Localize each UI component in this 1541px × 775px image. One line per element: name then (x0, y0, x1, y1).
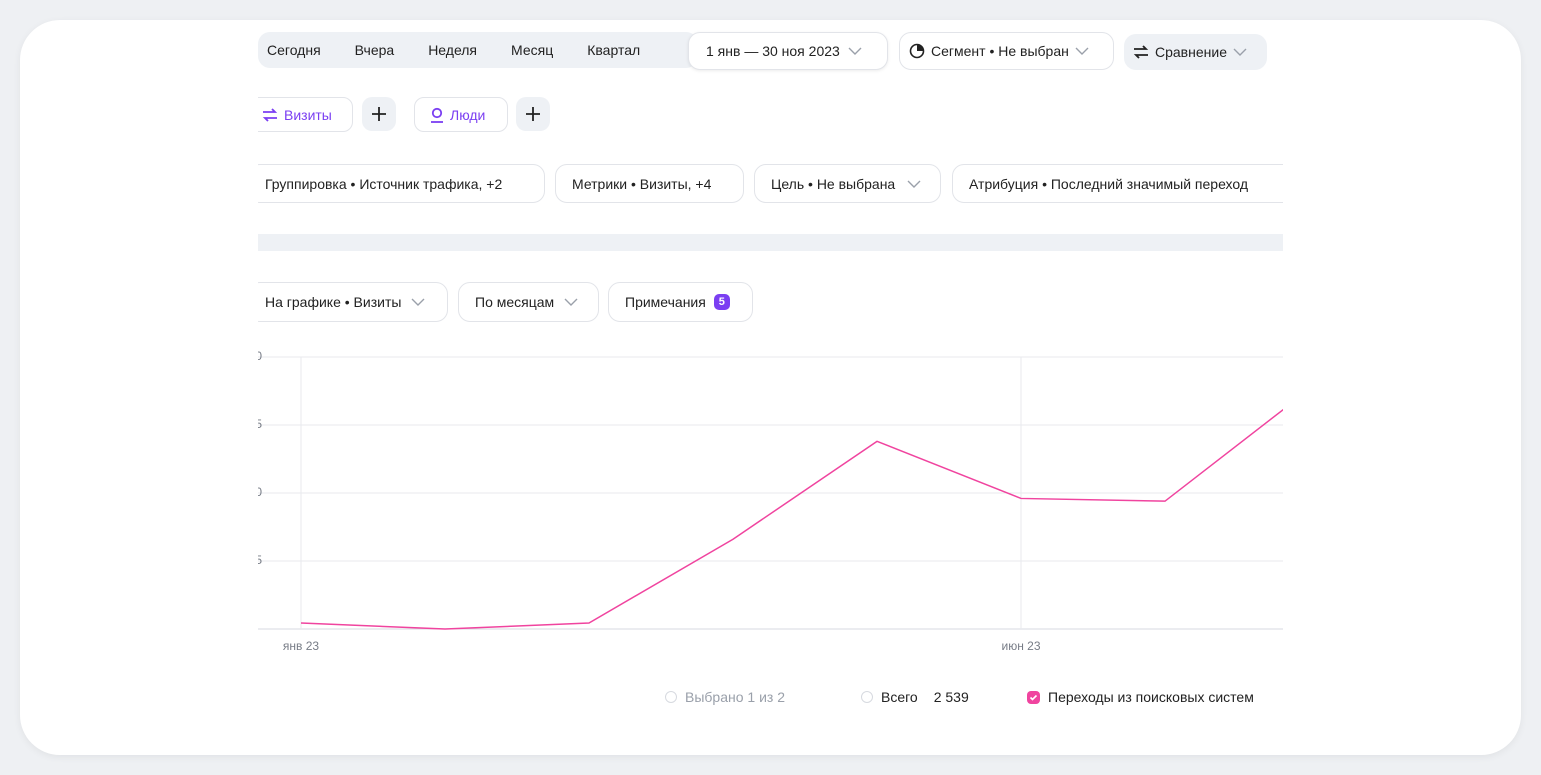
chart-notes-text: Примечания (625, 294, 706, 310)
chart-metric[interactable]: На графике • Визиты (258, 282, 448, 322)
legend-total-text: Всего (881, 689, 918, 705)
x-tick-label: июн 23 (1001, 639, 1040, 653)
chevron (1075, 47, 1089, 55)
period-tab[interactable]: Квартал (587, 42, 641, 58)
chevron (848, 47, 862, 55)
segment-people-text: Люди (450, 106, 486, 123)
chart-period-text: По месяцам (475, 294, 555, 310)
period-tab[interactable]: Месяц (511, 42, 554, 58)
period-tabs: Сегодня Вчера Неделя Месяц Квартал (258, 32, 698, 68)
y-tick-label: 50 (258, 485, 262, 499)
segment-visits[interactable]: Визиты (258, 97, 353, 132)
legend-series-text: Переходы из поисковых систем (1048, 689, 1254, 705)
content: Сегодня Вчера Неделя Месяц Квартал 1 янв… (258, 0, 1283, 775)
chart-notes[interactable]: Примечания 5 (608, 282, 753, 322)
grouping-text: Группировка • Источник трафика, +2 (265, 175, 503, 192)
plus-icon (526, 107, 540, 121)
card (20, 20, 1521, 755)
legend-selected[interactable]: Выбрано 1 из 2 (665, 686, 785, 708)
series-line (300, 408, 1283, 630)
legend-checkbox (1027, 690, 1040, 704)
legend-series[interactable]: Переходы из поисковых систем (1027, 686, 1254, 708)
chevron (1233, 48, 1247, 56)
y-tick-label: 75 (258, 417, 262, 431)
visits-icon (262, 107, 278, 122)
date-range-text: 1 янв — 30 ноя 2023 (706, 43, 840, 59)
metrics-text: Метрики • Визиты, +4 (572, 175, 712, 192)
goal-text: Цель • Не выбрана (771, 175, 896, 192)
y-tick-label: 25 (258, 553, 262, 567)
attribution[interactable]: Атрибуция • Последний значимый переход (952, 164, 1283, 203)
legend-radio (861, 691, 873, 703)
chevron (564, 298, 578, 306)
chevron (907, 180, 921, 188)
legend-radio (665, 691, 677, 703)
legend-total[interactable]: Всего 2 539 (861, 686, 969, 708)
add-button[interactable] (362, 97, 396, 131)
attribution-text: Атрибуция • Последний значимый переход (969, 175, 1249, 192)
period-tab[interactable]: Вчера (354, 42, 395, 58)
period-tab[interactable]: Сегодня (267, 42, 321, 58)
add-button[interactable] (516, 97, 550, 131)
period-tab[interactable]: Неделя (428, 42, 478, 58)
segment-people[interactable]: Люди (414, 97, 508, 132)
x-tick-label: янв 23 (283, 639, 320, 653)
grouping[interactable]: Группировка • Источник трафика, +2 (258, 164, 545, 203)
segment-visits-text: Визиты (284, 106, 332, 123)
comparison-icon (1133, 45, 1149, 59)
chart-metric-text: На графике • Визиты (265, 294, 402, 310)
legend-selected-text: Выбрано 1 из 2 (685, 689, 785, 705)
metrics[interactable]: Метрики • Визиты, +4 (555, 164, 744, 203)
people-icon (431, 107, 443, 123)
chart-period[interactable]: По месяцам (458, 282, 599, 322)
date-range[interactable]: 1 янв — 30 ноя 2023 (688, 32, 888, 70)
segment[interactable]: Сегмент • Не выбран (899, 32, 1114, 70)
notes-count: 5 (713, 294, 730, 310)
comparison-text: Сравнение (1155, 44, 1227, 60)
plus-icon (372, 107, 386, 121)
legend-total-value: 2 539 (933, 689, 969, 705)
y-tick-label: 100 (258, 349, 262, 363)
divider-bar (258, 234, 1283, 251)
segment-icon (909, 43, 925, 59)
goal[interactable]: Цель • Не выбрана (754, 164, 941, 203)
segment-text: Сегмент • Не выбран (931, 43, 1069, 59)
chart: 25 50 75 100 янв 23 июн 23 (258, 349, 1283, 653)
comparison[interactable]: Сравнение (1124, 34, 1267, 70)
chevron (411, 298, 425, 306)
